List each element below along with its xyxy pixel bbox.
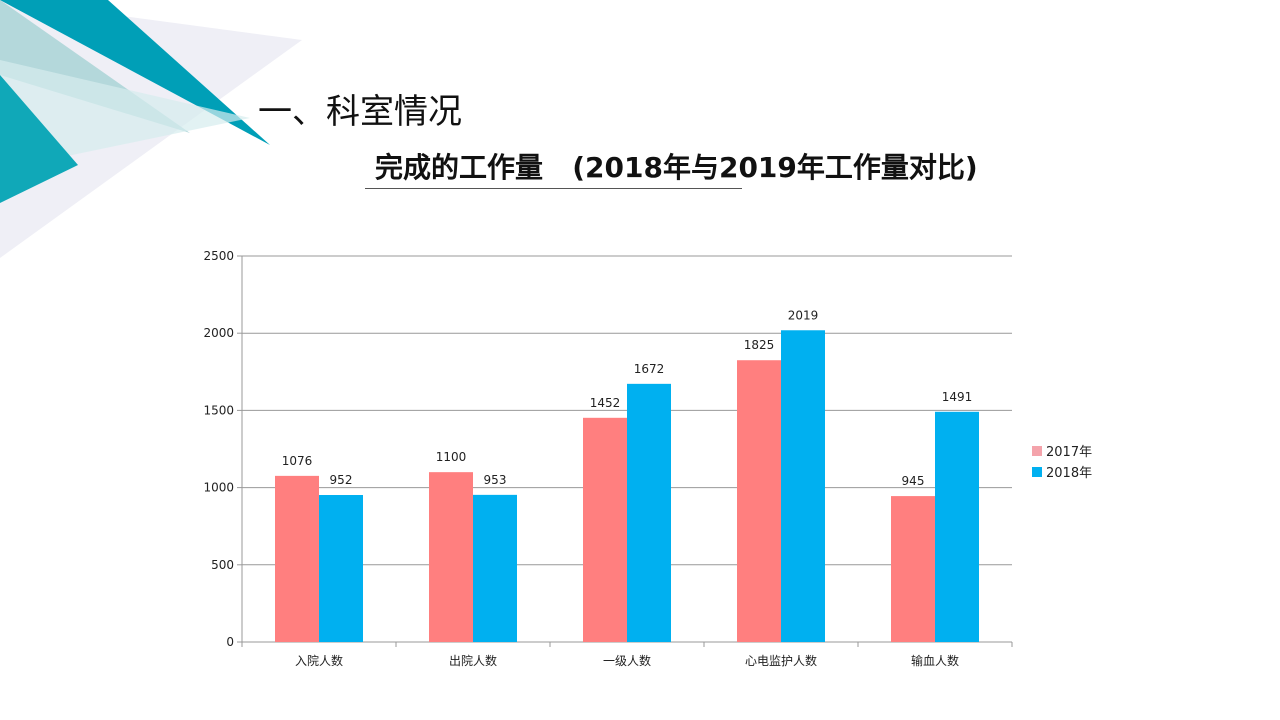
section-heading: 一、科室情况	[258, 92, 462, 132]
x-tick-label: 出院人数	[449, 653, 497, 668]
data-label: 1672	[634, 362, 665, 376]
bar-2018年	[473, 494, 517, 642]
bar-2018年	[319, 495, 363, 642]
y-tick-label: 2500	[203, 249, 234, 263]
legend-item-2018: 2018年	[1032, 462, 1092, 481]
data-label: 952	[330, 473, 353, 487]
chart-title: 完成的工作量 (2018年与2019年工作量对比)	[375, 151, 978, 184]
y-tick-label: 2000	[203, 326, 234, 340]
data-label: 945	[902, 474, 925, 488]
y-tick-label: 1000	[203, 481, 234, 495]
legend-label: 2017年	[1046, 445, 1093, 460]
x-tick-label: 入院人数	[295, 653, 343, 668]
bar-2018年	[627, 383, 671, 642]
legend-label: 2018年	[1046, 466, 1093, 481]
title-underline	[365, 188, 742, 189]
data-label: 1076	[282, 454, 313, 468]
y-tick-label: 1500	[203, 403, 234, 417]
bar-2018年	[781, 330, 825, 642]
data-label: 1452	[590, 396, 621, 410]
bar-2017年	[275, 475, 319, 642]
y-tick-label: 500	[211, 558, 234, 572]
legend-item-2017: 2017年	[1032, 441, 1092, 460]
y-tick-label: 0	[226, 635, 234, 649]
data-label: 1825	[744, 338, 775, 352]
legend-swatch-2018	[1032, 466, 1042, 477]
bar-2017年	[737, 360, 781, 642]
bar-2017年	[891, 496, 935, 642]
legend-swatch-2017	[1032, 445, 1042, 456]
bar-2017年	[429, 472, 473, 642]
data-label: 1100	[436, 450, 467, 464]
bar-2017年	[583, 417, 627, 642]
x-tick-label: 一级人数	[603, 653, 651, 668]
data-label: 953	[484, 473, 507, 487]
x-tick-label: 心电监护人数	[745, 653, 817, 668]
decorative-triangles	[0, 0, 302, 258]
data-label: 1491	[942, 390, 973, 404]
data-label: 2019	[788, 308, 819, 322]
bar-2018年	[935, 411, 979, 642]
x-tick-label: 输血人数	[911, 653, 959, 668]
